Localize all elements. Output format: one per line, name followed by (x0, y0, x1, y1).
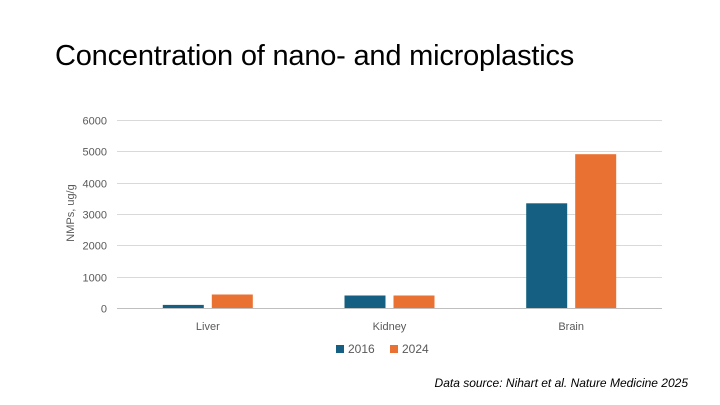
y-axis-label: NMPs, ug/g (65, 184, 77, 241)
x-axis-ticks: Liver Kidney Brain (196, 321, 584, 333)
y-tick-label: 1000 (83, 273, 107, 285)
legend-swatch (336, 345, 344, 353)
y-tick-label: 0 (101, 304, 107, 316)
legend-label: 2016 (348, 342, 375, 356)
legend-label: 2024 (402, 342, 429, 356)
y-tick-label: 4000 (83, 179, 107, 191)
x-tick-label: Brain (558, 321, 584, 333)
y-tick-label: 5000 (83, 147, 107, 159)
y-axis-ticks: 0 1000 2000 3000 4000 5000 6000 (83, 116, 107, 316)
legend-swatch (390, 345, 398, 353)
y-tick-label: 6000 (83, 116, 107, 128)
bars (162, 154, 617, 308)
legend: 2016 2024 (336, 342, 429, 356)
data-source-note: Data source: Nihart et al. Nature Medici… (434, 376, 688, 390)
slide-title: Concentration of nano- and microplastics (55, 40, 575, 72)
x-tick-label: Kidney (373, 321, 407, 333)
gridlines (117, 120, 662, 309)
bar-kidney-2024 (393, 295, 435, 308)
bar-liver-2016 (162, 304, 204, 308)
x-tick-label: Liver (196, 321, 220, 333)
y-tick-label: 2000 (83, 241, 107, 253)
bar-brain-2024 (575, 154, 617, 308)
bar-brain-2016 (526, 203, 568, 308)
y-tick-label: 3000 (83, 210, 107, 222)
bar-liver-2024 (211, 294, 253, 308)
bar-kidney-2016 (344, 295, 386, 308)
